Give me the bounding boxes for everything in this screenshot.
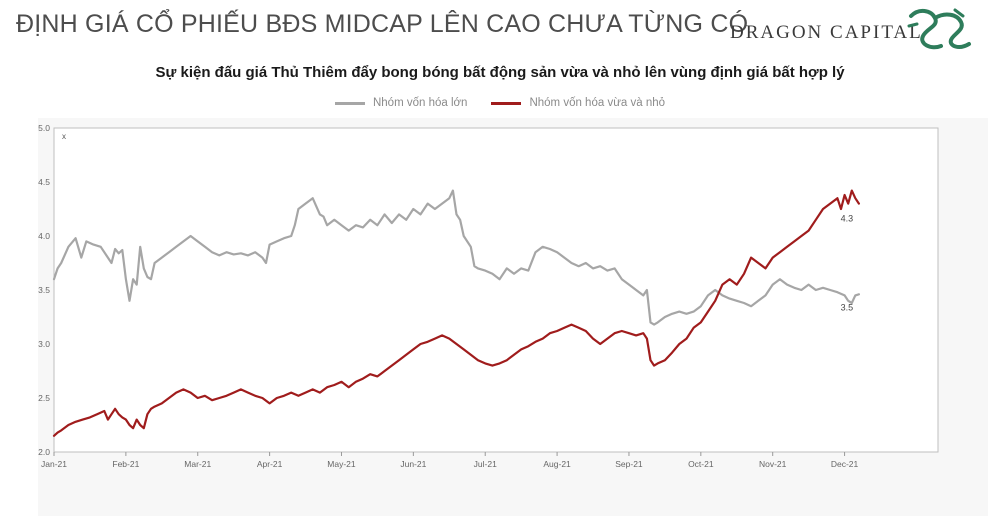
x-tick-label: Apr-21 (257, 459, 283, 469)
legend-entry-large-cap: Nhóm vốn hóa lớn (334, 97, 468, 109)
y-tick-label: 3.0 (38, 339, 50, 349)
series-end-label: 4.3 (841, 214, 854, 224)
y-tick-label: 2.0 (38, 447, 50, 457)
y-tick-label: 2.5 (38, 393, 50, 403)
x-tick-label: Mar-21 (184, 459, 211, 469)
x-tick-label: Jun-21 (400, 459, 426, 469)
series-end-label: 3.5 (841, 302, 854, 312)
series-line-mid-small-cap (52, 189, 860, 437)
chart-legend: Nhóm vốn hóa lớn Nhóm vốn hóa vừa và nhỏ (0, 97, 1000, 109)
x-tick-label: Oct-21 (688, 459, 714, 469)
x-tick-label: Jul-21 (474, 459, 497, 469)
y-axis-label: x (62, 132, 66, 141)
y-tick-label: 4.0 (38, 231, 50, 241)
x-tick-label: Nov-21 (759, 459, 787, 469)
legend-label-mid-small-cap: Nhóm vốn hóa vừa và nhỏ (529, 97, 666, 109)
series-line-large-cap (52, 189, 860, 326)
legend-label-large-cap: Nhóm vốn hóa lớn (372, 97, 468, 109)
x-axis: Jan-21 Feb-21 Mar-21 Apr-21 May-21 Jun-21 Jul-… (41, 452, 859, 469)
x-tick-label: Sep-21 (615, 459, 643, 469)
y-tick-label: 3.5 (38, 285, 50, 295)
end-labels: 3.5 4.3 (841, 214, 854, 313)
dragon-logo-icon (907, 8, 971, 50)
x-tick-label: Feb-21 (112, 459, 139, 469)
legend-entry-mid-small-cap: Nhóm vốn hóa vừa và nhỏ (491, 97, 665, 109)
y-axis: 5.0 4.5 4.0 3.5 3.0 2.5 2.0 (38, 123, 50, 457)
x-tick-label: Aug-21 (543, 459, 571, 469)
x-tick-label: Jan-21 (41, 459, 67, 469)
brand-name: DRAGON CAPITAL (730, 22, 923, 43)
x-tick-label: May-21 (327, 459, 356, 469)
page-title: ĐỊNH GIÁ CỔ PHIẾU BĐS MIDCAP LÊN CAO CHƯ… (16, 10, 749, 38)
plot-area (53, 127, 939, 453)
y-tick-label: 4.5 (38, 177, 50, 187)
series-group (52, 189, 860, 437)
y-tick-label: 5.0 (38, 123, 50, 133)
legend-swatch-mid-small-cap (491, 101, 522, 105)
chart-title: Sự kiện đấu giá Thủ Thiêm đẩy bong bóng … (155, 64, 845, 81)
x-tick-label: Dec-21 (831, 459, 859, 469)
legend-swatch-large-cap (334, 101, 365, 105)
